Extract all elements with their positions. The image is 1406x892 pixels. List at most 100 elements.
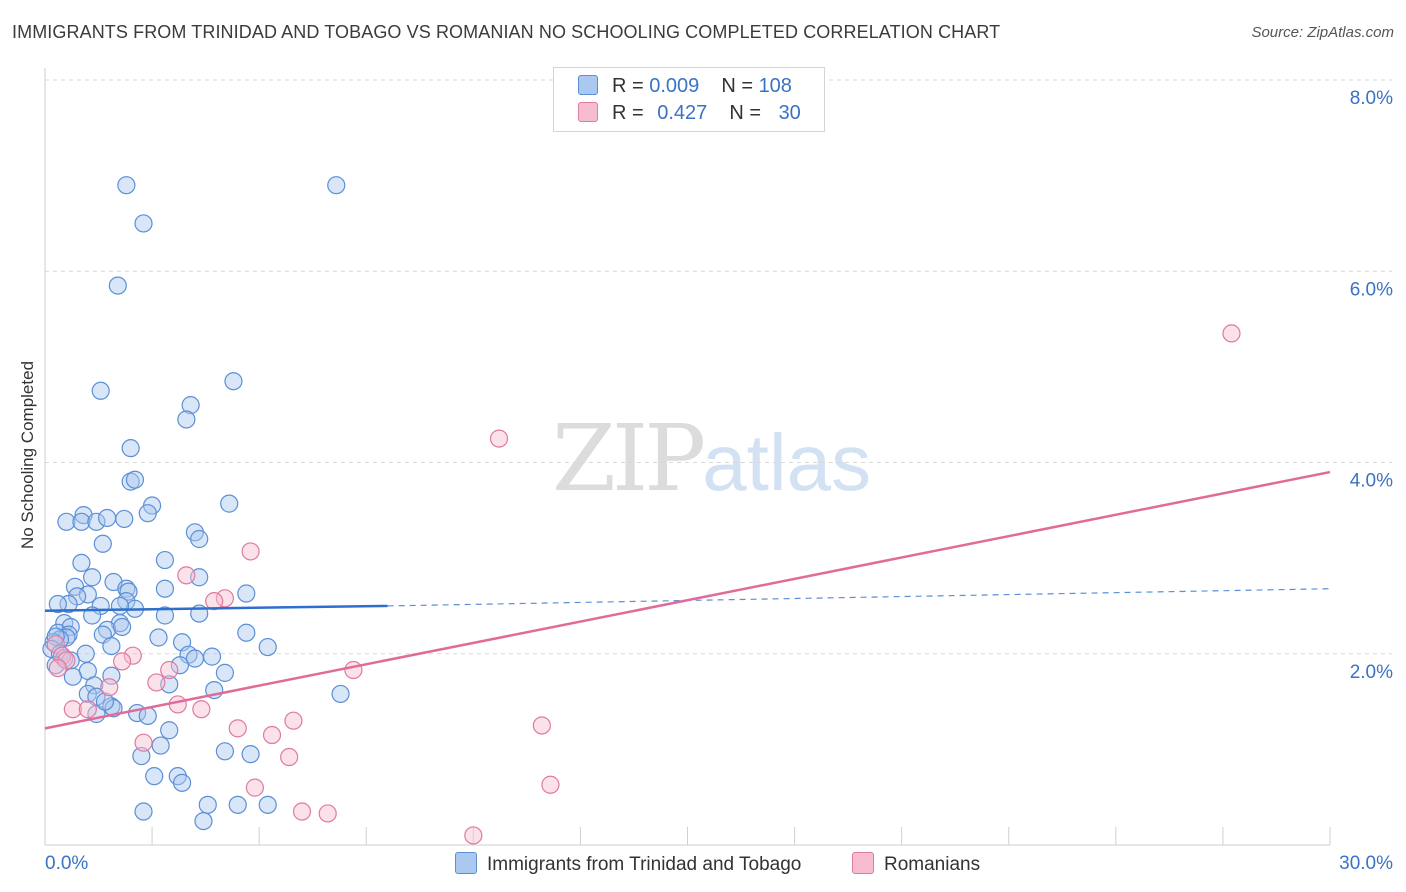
bottom-legend-romanians: Romanians xyxy=(852,852,980,876)
data-point xyxy=(194,811,213,831)
data-point xyxy=(241,542,260,561)
data-point xyxy=(237,584,256,603)
data-point xyxy=(262,725,282,745)
legend-swatch-pink xyxy=(578,102,598,122)
trend-line-trinidad xyxy=(44,604,388,612)
correlation-legend: R = 0.009 N = 108 R = 0.427 N = 30 xyxy=(553,67,825,132)
data-point xyxy=(121,439,140,458)
source-label: Source: ZipAtlas.com xyxy=(1251,24,1394,41)
data-point xyxy=(125,470,145,489)
data-point xyxy=(177,410,196,429)
data-point xyxy=(72,553,91,573)
data-point xyxy=(155,550,175,570)
data-point xyxy=(155,579,175,598)
data-point xyxy=(192,700,211,719)
y-axis-label: No Schooling Completed xyxy=(18,360,37,550)
legend-r-label: R = xyxy=(612,102,650,124)
data-point xyxy=(344,660,363,680)
data-point xyxy=(108,276,127,295)
data-point xyxy=(72,512,91,531)
data-point xyxy=(190,529,209,549)
data-point xyxy=(1222,324,1241,343)
data-point xyxy=(331,684,350,704)
data-point xyxy=(172,773,192,792)
legend-r-label: R = xyxy=(612,75,650,97)
data-point xyxy=(87,512,106,531)
legend-n-label: N = xyxy=(721,75,759,97)
data-point xyxy=(177,566,196,585)
data-point xyxy=(151,736,170,755)
data-point xyxy=(284,711,303,730)
data-point xyxy=(168,695,187,714)
data-point xyxy=(138,504,157,523)
watermark: ZIPatlas xyxy=(552,405,871,512)
data-point xyxy=(245,778,264,797)
bottom-legend-swatch-blue xyxy=(455,852,477,874)
legend-row-trinidad: R = 0.009 N = 108 xyxy=(578,75,792,98)
legend-n-value: 30 xyxy=(778,102,801,124)
x-tick-label: 0.0% xyxy=(45,853,88,874)
trend-lines xyxy=(44,470,1331,730)
data-point xyxy=(464,826,483,845)
data-point xyxy=(117,579,136,598)
data-point xyxy=(228,719,247,738)
data-point xyxy=(292,802,312,821)
data-point xyxy=(63,667,82,686)
data-point xyxy=(102,636,121,656)
chart-title: IMMIGRANTS FROM TRINIDAD AND TOBAGO VS R… xyxy=(12,22,1001,42)
data-point xyxy=(134,802,153,821)
data-point xyxy=(228,795,247,814)
data-point xyxy=(123,646,142,665)
data-point xyxy=(202,647,222,666)
data-point xyxy=(205,592,224,611)
data-point xyxy=(112,617,132,637)
y-tick-label: 4.0% xyxy=(1350,471,1393,492)
data-point xyxy=(237,623,256,642)
data-point xyxy=(532,716,551,735)
x-tick-label: 30.0% xyxy=(1339,853,1393,874)
tick-labels: 2.0% 4.0% 6.0% 8.0% 0.0% 30.0% xyxy=(45,88,1393,874)
data-point xyxy=(98,508,117,528)
data-point xyxy=(46,635,65,654)
watermark-zip: ZIP xyxy=(552,405,706,512)
bottom-legend-swatch-pink xyxy=(852,852,874,874)
data-point xyxy=(112,652,132,671)
data-point xyxy=(489,429,509,448)
data-point xyxy=(46,656,65,675)
data-point xyxy=(93,534,112,553)
trend-line-trinidad-extension xyxy=(387,588,1331,607)
data-point xyxy=(59,594,78,614)
data-point xyxy=(134,733,153,752)
trend-line-romanians xyxy=(44,470,1331,730)
data-point xyxy=(48,658,67,678)
data-point xyxy=(145,767,164,786)
data-point xyxy=(541,775,560,794)
legend-n-value: 108 xyxy=(758,75,792,97)
data-point xyxy=(115,509,134,529)
data-point xyxy=(318,804,337,823)
legend-r-value: 0.427 xyxy=(657,102,708,124)
data-point xyxy=(117,176,136,195)
data-point xyxy=(170,656,190,675)
data-point xyxy=(147,673,166,692)
data-point xyxy=(224,372,243,391)
data-point xyxy=(215,742,234,761)
data-point xyxy=(215,663,234,682)
data-point xyxy=(280,747,299,767)
data-point xyxy=(110,596,130,616)
bottom-legend-label: Immigrants from Trinidad and Tobago xyxy=(487,854,802,875)
legend-row-romanians: R = 0.427 N = 30 xyxy=(578,102,801,125)
data-point xyxy=(149,628,168,647)
data-point xyxy=(91,381,110,400)
data-point xyxy=(258,637,277,657)
data-point xyxy=(215,589,234,608)
bottom-legend-label: Romanians xyxy=(884,854,981,875)
data-point xyxy=(327,176,346,195)
data-point xyxy=(241,745,260,764)
data-point xyxy=(155,606,175,625)
data-point xyxy=(198,795,217,814)
data-points xyxy=(42,176,1241,845)
data-point xyxy=(102,666,121,685)
data-point xyxy=(160,660,179,680)
data-point xyxy=(220,494,239,513)
